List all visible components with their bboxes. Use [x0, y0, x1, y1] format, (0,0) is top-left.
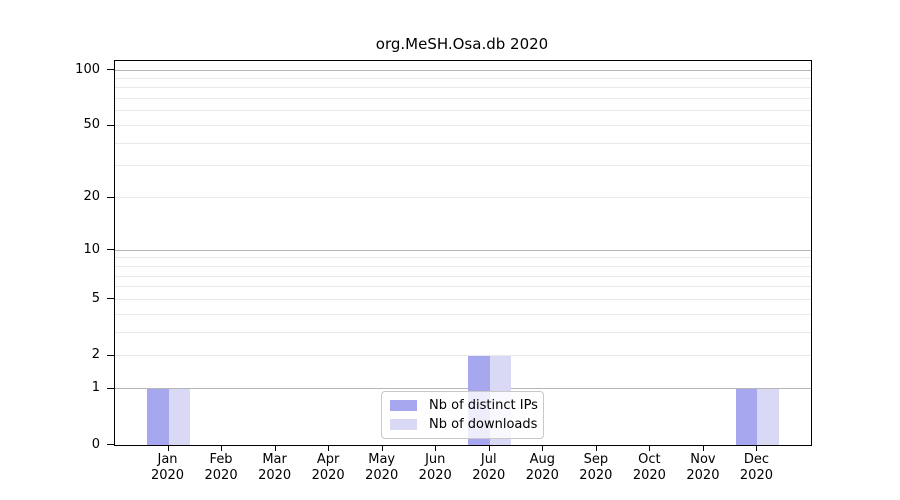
year-label: 2020: [418, 468, 452, 483]
x-axis-tick-mark: [595, 445, 597, 451]
chart-title: org.MeSH.Osa.db 2020: [375, 35, 549, 53]
gridline-minor: [115, 298, 811, 300]
month-label: Apr: [316, 452, 340, 467]
gridline-minor: [115, 313, 811, 315]
x-axis-tick-label: Apr 2020: [296, 452, 360, 484]
gridline-major: [115, 249, 811, 251]
legend-entry-downloads: Nb of downloads: [390, 417, 538, 432]
x-axis-tick-mark: [488, 445, 490, 451]
x-axis-tick-mark: [435, 445, 437, 451]
y-axis-tick-mark: [107, 69, 114, 70]
x-axis-tick-label: Nov 2020: [671, 452, 735, 484]
x-axis-tick-label: Aug 2020: [510, 452, 574, 484]
legend-label-distinct-ips: Nb of distinct IPs: [429, 398, 538, 413]
x-axis-tick-mark: [328, 445, 330, 451]
year-label: 2020: [311, 468, 345, 483]
month-label: Oct: [638, 452, 661, 467]
month-label: May: [368, 452, 396, 467]
gridline-minor: [115, 257, 811, 259]
x-axis-tick-label: Oct 2020: [617, 452, 681, 484]
bar-distinct-ips: [735, 388, 758, 445]
gridline-minor: [115, 331, 811, 333]
legend: Nb of distinct IPs Nb of downloads: [381, 391, 544, 439]
plot-area: Nb of distinct IPs Nb of downloads: [114, 60, 812, 446]
y-axis-tick-label: 2: [91, 347, 100, 363]
bar-distinct-ips: [147, 388, 169, 445]
gridline-minor: [115, 98, 811, 100]
gridline-minor: [115, 125, 811, 127]
year-label: 2020: [739, 468, 773, 483]
year-label: 2020: [632, 468, 666, 483]
x-axis-tick-label: Sep 2020: [564, 452, 628, 484]
y-axis-tick-mark: [107, 354, 114, 356]
year-label: 2020: [258, 468, 292, 483]
gridline-minor: [115, 77, 811, 79]
x-axis-tick-label: Dec 2020: [724, 452, 788, 484]
y-axis-tick-label: 20: [83, 189, 100, 205]
y-axis-tick-label: 1: [91, 380, 100, 396]
y-axis-tick-label: 0: [91, 436, 100, 452]
x-axis-tick-mark: [756, 445, 758, 451]
y-axis-tick-mark: [107, 444, 114, 445]
gridline-minor: [115, 87, 811, 89]
x-axis-tick-mark: [167, 445, 169, 451]
x-axis-tick-mark: [221, 445, 223, 451]
x-axis-tick-mark: [702, 445, 704, 451]
legend-swatch-distinct-ips: [390, 400, 417, 411]
gridline-minor: [115, 286, 811, 288]
year-label: 2020: [472, 468, 506, 483]
y-axis-tick-label: 10: [83, 241, 100, 257]
bar-downloads: [757, 388, 779, 445]
gridline-minor: [115, 275, 811, 277]
month-label: Nov: [690, 452, 716, 467]
x-axis-tick-label: Feb 2020: [189, 452, 253, 484]
month-label: Feb: [209, 452, 233, 467]
legend-label-downloads: Nb of downloads: [429, 417, 538, 432]
y-axis-tick-mark: [107, 124, 114, 126]
month-label: Sep: [583, 452, 609, 467]
y-axis-tick-mark: [107, 387, 114, 389]
month-label: Mar: [262, 452, 287, 467]
gridline-major: [115, 69, 811, 71]
y-axis-tick-label: 50: [83, 117, 100, 133]
y-axis-tick-label: 100: [75, 61, 100, 77]
y-axis-tick-mark: [107, 196, 114, 198]
gridline-minor: [115, 265, 811, 267]
x-axis-tick-label: Jul 2020: [457, 452, 521, 484]
y-axis-tick-label: 5: [91, 290, 100, 306]
gridline-major: [115, 388, 811, 390]
legend-swatch-downloads: [390, 419, 417, 430]
year-label: 2020: [365, 468, 399, 483]
year-label: 2020: [150, 468, 185, 483]
gridline-minor: [115, 355, 811, 357]
month-label: Aug: [529, 452, 555, 467]
x-axis-tick-mark: [381, 445, 383, 451]
gridline-minor: [115, 197, 811, 199]
month-label: Jun: [425, 452, 446, 467]
month-label: Jul: [480, 452, 497, 467]
y-axis-tick-mark: [107, 298, 114, 300]
month-label: Jan: [157, 452, 178, 467]
x-axis-tick-mark: [274, 445, 276, 451]
year-label: 2020: [204, 468, 238, 483]
month-label: Dec: [743, 452, 770, 467]
legend-entry-distinct-ips: Nb of distinct IPs: [390, 398, 538, 413]
bar-downloads: [168, 388, 191, 445]
y-axis-tick-mark: [107, 249, 114, 251]
gridline-minor: [115, 142, 811, 144]
year-label: 2020: [686, 468, 720, 483]
x-axis-tick-label: Jun 2020: [403, 452, 467, 484]
x-axis-tick-mark: [542, 445, 544, 451]
x-axis-tick-label: May 2020: [350, 452, 414, 484]
x-axis-tick-mark: [649, 445, 651, 451]
gridline-minor: [115, 165, 811, 167]
year-label: 2020: [579, 468, 613, 483]
gridline-minor: [115, 110, 811, 112]
x-axis-tick-label: Jan 2020: [136, 452, 200, 484]
year-label: 2020: [525, 468, 559, 483]
x-axis-tick-label: Mar 2020: [243, 452, 307, 484]
